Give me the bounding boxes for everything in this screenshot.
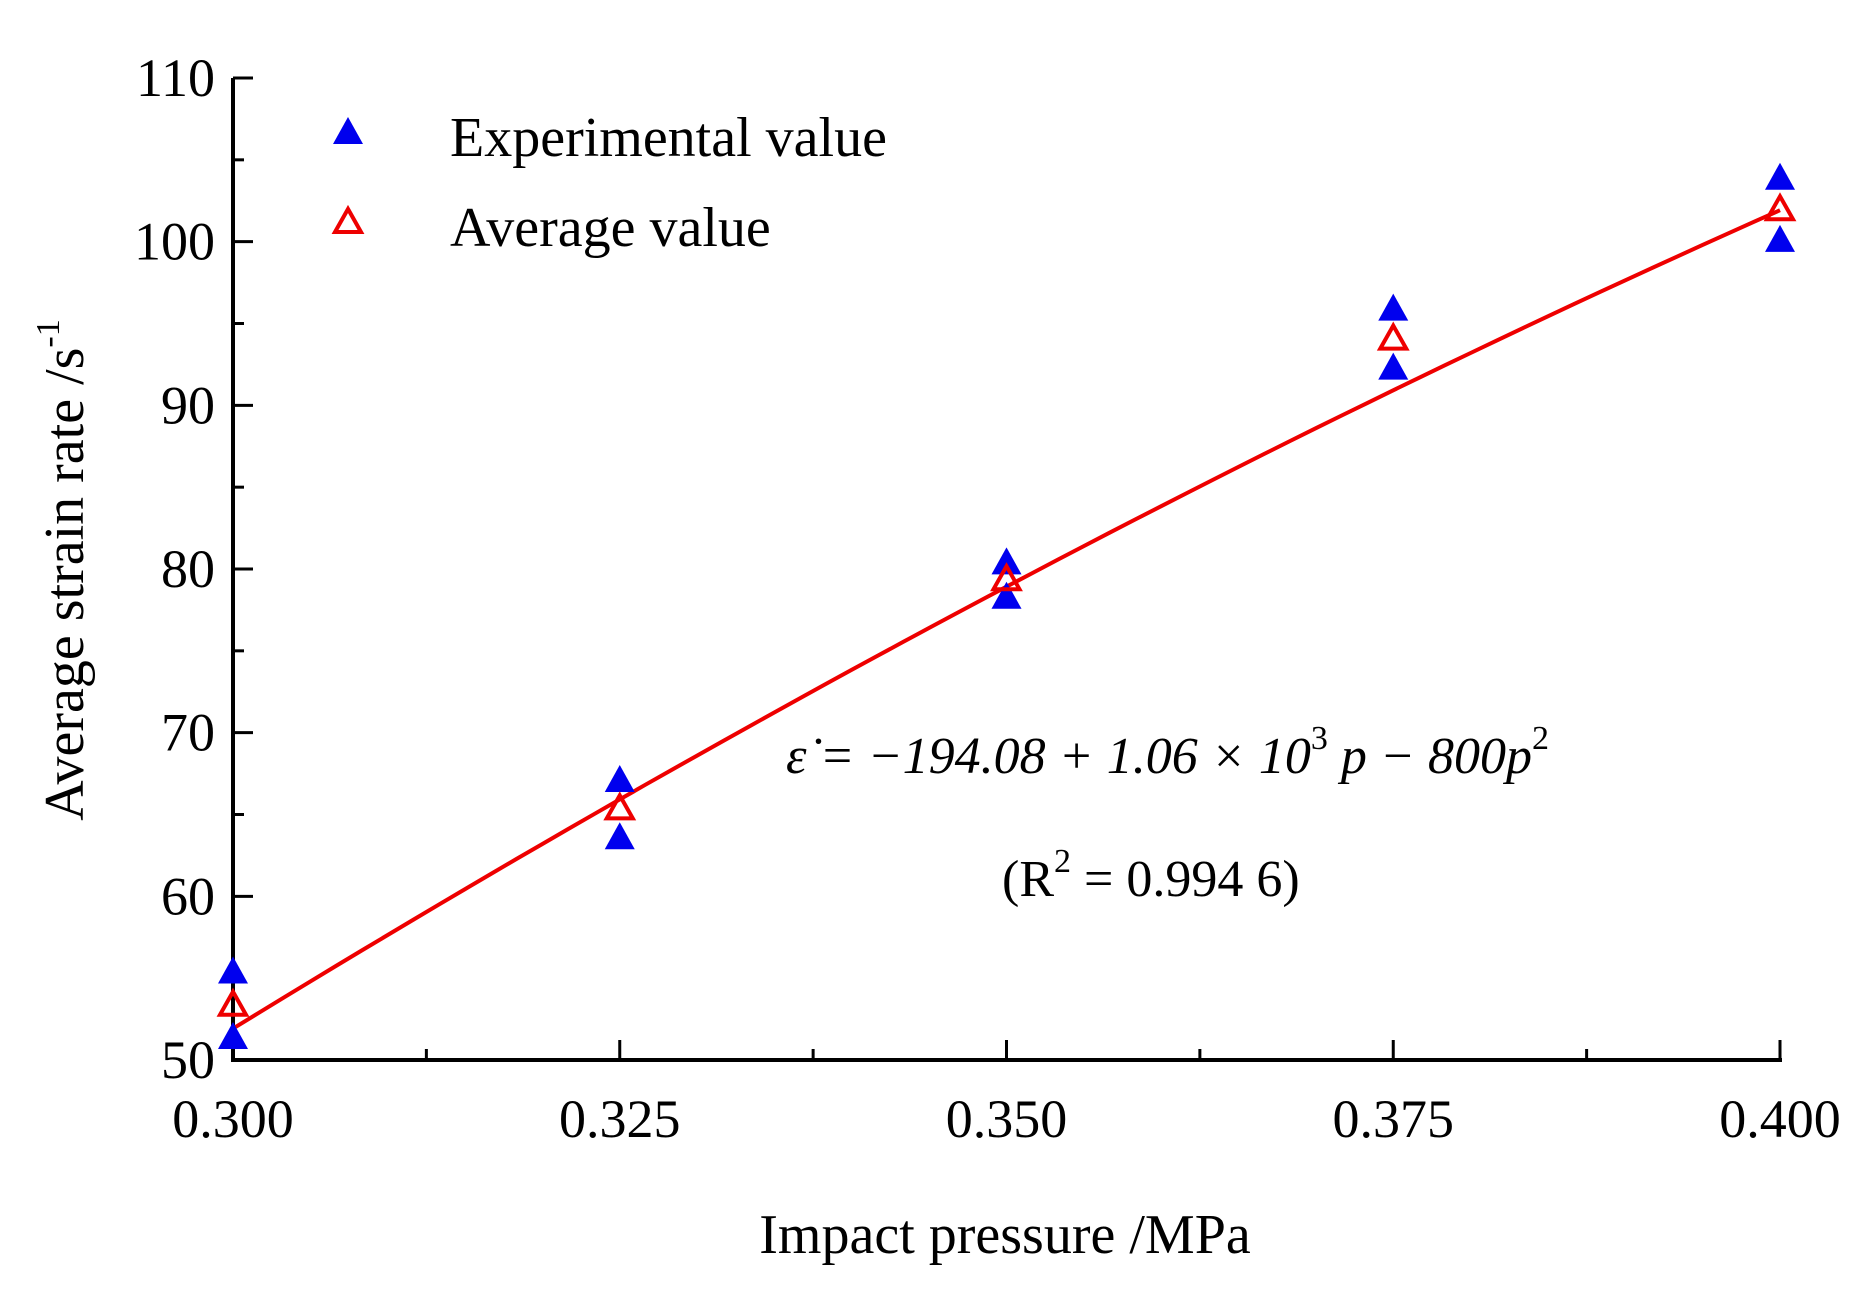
average-point — [216, 987, 250, 1017]
experimental-point — [604, 822, 635, 850]
experimental-point — [991, 581, 1022, 609]
legend-experimental-label: Experimental value — [450, 107, 887, 169]
average-point — [990, 562, 1023, 592]
legend-average-label: Average value — [450, 197, 771, 259]
r2-exp: 2 — [1054, 843, 1071, 880]
equation-exp1: 3 — [1311, 720, 1328, 757]
y-axis-label-main: Average strain rate /s — [34, 348, 96, 821]
fit-equation: ε̇ = −194.08 + 1.06 × 103 p − 800p2 — [786, 720, 1549, 785]
x-tick-label: 0.350 — [946, 1089, 1068, 1149]
equation-exp2: 2 — [1532, 720, 1549, 757]
experimental-point — [1765, 162, 1795, 190]
y-tick-label: 110 — [136, 48, 215, 108]
y-axis-label: Average strain rate /s-1 — [30, 319, 96, 821]
experimental-point — [218, 1021, 248, 1049]
x-tick-label: 0.300 — [172, 1089, 294, 1149]
average-point — [1376, 321, 1410, 351]
x-tick-label: 0.400 — [1719, 1089, 1841, 1149]
y-ticks: 50 60 70 80 90 100 110 — [134, 48, 253, 1090]
equation-lhs: ε̇ = −194.08 + 1.06 × 10 — [786, 728, 1311, 785]
y-tick-label: 50 — [161, 1030, 215, 1090]
equation-mid: p − 800p — [1328, 728, 1532, 785]
x-tick-label: 0.325 — [559, 1089, 681, 1149]
experimental-point — [218, 956, 248, 984]
x-tick-label: 0.375 — [1333, 1089, 1455, 1149]
y-tick-label: 70 — [161, 703, 215, 763]
y-tick-label: 80 — [161, 539, 215, 599]
legend-experimental-marker — [333, 117, 363, 144]
r-squared: (R2 = 0.994 6) — [1002, 843, 1300, 908]
r2-rest: = 0.994 6) — [1071, 851, 1300, 908]
y-axis-label-sup: -1 — [30, 319, 67, 347]
legend-average-marker — [331, 204, 365, 234]
y-tick-label: 60 — [161, 866, 215, 926]
r2-open: (R — [1002, 851, 1054, 908]
experimental-point — [1765, 224, 1795, 252]
y-tick-label: 90 — [161, 375, 215, 435]
marker-layer — [216, 162, 1797, 1049]
x-axis-label: Impact pressure /MPa — [759, 1204, 1251, 1266]
experimental-point — [1378, 352, 1409, 380]
experimental-point — [1378, 293, 1409, 321]
legend: Experimental value Average value — [331, 107, 887, 259]
x-ticks: 0.300 0.325 0.350 0.375 0.400 — [172, 1040, 1841, 1149]
experimental-point — [991, 547, 1022, 575]
average-point — [603, 791, 637, 821]
experimental-point — [604, 765, 635, 793]
y-tick-label: 100 — [134, 212, 215, 272]
average-point — [1763, 192, 1797, 222]
